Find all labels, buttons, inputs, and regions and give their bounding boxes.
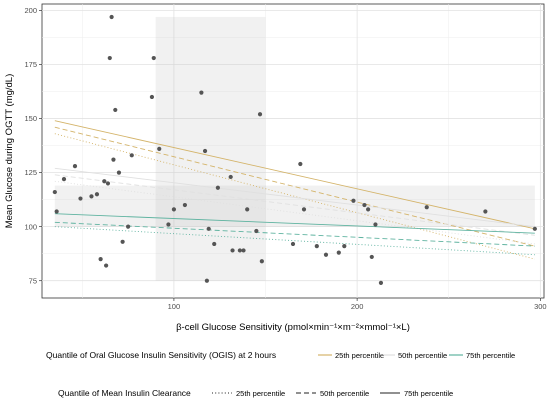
data-point xyxy=(228,174,233,180)
data-point xyxy=(245,207,250,212)
y-tick-label: 200 xyxy=(24,6,37,15)
data-point xyxy=(362,202,367,208)
data-point xyxy=(366,207,371,212)
data-point xyxy=(94,192,100,197)
data-point xyxy=(52,189,57,195)
data-point xyxy=(157,146,162,151)
legend-clearance-label: 75th percentile xyxy=(404,389,453,398)
regression-line xyxy=(54,226,535,256)
data-point xyxy=(483,209,488,214)
legend-clearance-label: 50th percentile xyxy=(320,389,369,398)
data-point xyxy=(171,207,177,212)
data-point xyxy=(61,177,67,182)
x-tick-label: 100 xyxy=(168,302,181,311)
shaded-regions xyxy=(54,16,535,281)
regression-line xyxy=(54,221,535,247)
data-point xyxy=(206,226,211,231)
data-point xyxy=(212,241,217,247)
legend-ogis-label: 25th percentile xyxy=(335,351,384,360)
y-tick-label: 125 xyxy=(24,168,37,177)
regression-line xyxy=(54,126,535,247)
regression-line xyxy=(54,120,535,230)
regression-line xyxy=(54,180,535,245)
data-point xyxy=(149,94,155,100)
data-point xyxy=(257,112,263,117)
data-point xyxy=(254,228,259,234)
data-point xyxy=(89,194,94,199)
data-point xyxy=(336,250,341,255)
data-point xyxy=(342,244,347,249)
x-tick-label: 300 xyxy=(534,302,547,311)
data-point xyxy=(204,278,209,283)
grid-lines xyxy=(42,4,544,298)
legend-clearance-title: Quantile of Mean Insulin Clearance xyxy=(58,388,191,398)
data-point xyxy=(259,259,264,264)
data-point xyxy=(104,263,109,268)
data-point xyxy=(323,252,329,257)
data-point xyxy=(126,224,131,229)
data-point xyxy=(241,248,246,253)
data-point xyxy=(72,164,78,169)
x-tick-label: 200 xyxy=(351,302,364,311)
data-point xyxy=(230,248,235,253)
regression-line xyxy=(54,133,535,260)
regression-line xyxy=(54,213,535,234)
data-point xyxy=(111,157,116,162)
data-point xyxy=(78,196,83,201)
data-point xyxy=(202,148,208,154)
regression-line xyxy=(54,174,535,236)
data-point xyxy=(215,185,220,190)
data-point xyxy=(424,205,429,210)
data-point xyxy=(351,198,356,203)
data-point xyxy=(237,248,242,253)
data-point xyxy=(151,55,156,61)
data-point xyxy=(116,170,122,175)
axis-ticks: 100 200 300 75 100 125 150 175 200 xyxy=(24,6,546,311)
data-points xyxy=(52,14,537,285)
data-point xyxy=(102,179,107,184)
legend-ogis-title: Quantile of Oral Glucose Insulin Sensiti… xyxy=(46,350,276,360)
data-point xyxy=(107,55,112,61)
data-point xyxy=(199,90,204,95)
data-point xyxy=(532,226,537,231)
data-point xyxy=(98,256,103,262)
legend-clearance: Quantile of Mean Insulin Clearance 25th … xyxy=(58,388,453,398)
y-tick-label: 175 xyxy=(24,60,37,69)
regression-line xyxy=(54,167,535,228)
y-tick-label: 100 xyxy=(24,222,37,231)
plot-background xyxy=(41,3,545,299)
legend-ogis: Quantile of Oral Glucose Insulin Sensiti… xyxy=(46,350,515,360)
legend-clearance-label: 25th percentile xyxy=(236,389,285,398)
data-point xyxy=(113,107,118,113)
data-point xyxy=(369,254,374,260)
plot-panel xyxy=(41,3,545,299)
data-point xyxy=(314,244,319,249)
x-axis-title: β-cell Glucose Sensitivity (pmol×min⁻¹×m… xyxy=(176,322,410,333)
data-point xyxy=(120,239,125,244)
shaded-region xyxy=(54,185,535,227)
data-point xyxy=(54,209,59,214)
shaded-region xyxy=(155,16,266,281)
data-point xyxy=(298,161,303,167)
data-point xyxy=(166,222,171,227)
data-point xyxy=(301,207,307,212)
data-point xyxy=(378,280,384,285)
legend-ogis-label: 75th percentile xyxy=(466,351,515,360)
regression-lines xyxy=(54,120,535,260)
y-axis-title: Mean Glucose during OGTT (mg/dL) xyxy=(4,74,15,229)
y-tick-label: 75 xyxy=(29,276,37,285)
data-point xyxy=(290,241,296,247)
data-point xyxy=(129,153,134,158)
data-point xyxy=(373,222,378,227)
data-point xyxy=(105,181,111,186)
data-point xyxy=(182,202,188,208)
data-point xyxy=(109,14,114,20)
legend-ogis-label: 50th percentile xyxy=(398,351,447,360)
y-tick-label: 150 xyxy=(24,114,37,123)
